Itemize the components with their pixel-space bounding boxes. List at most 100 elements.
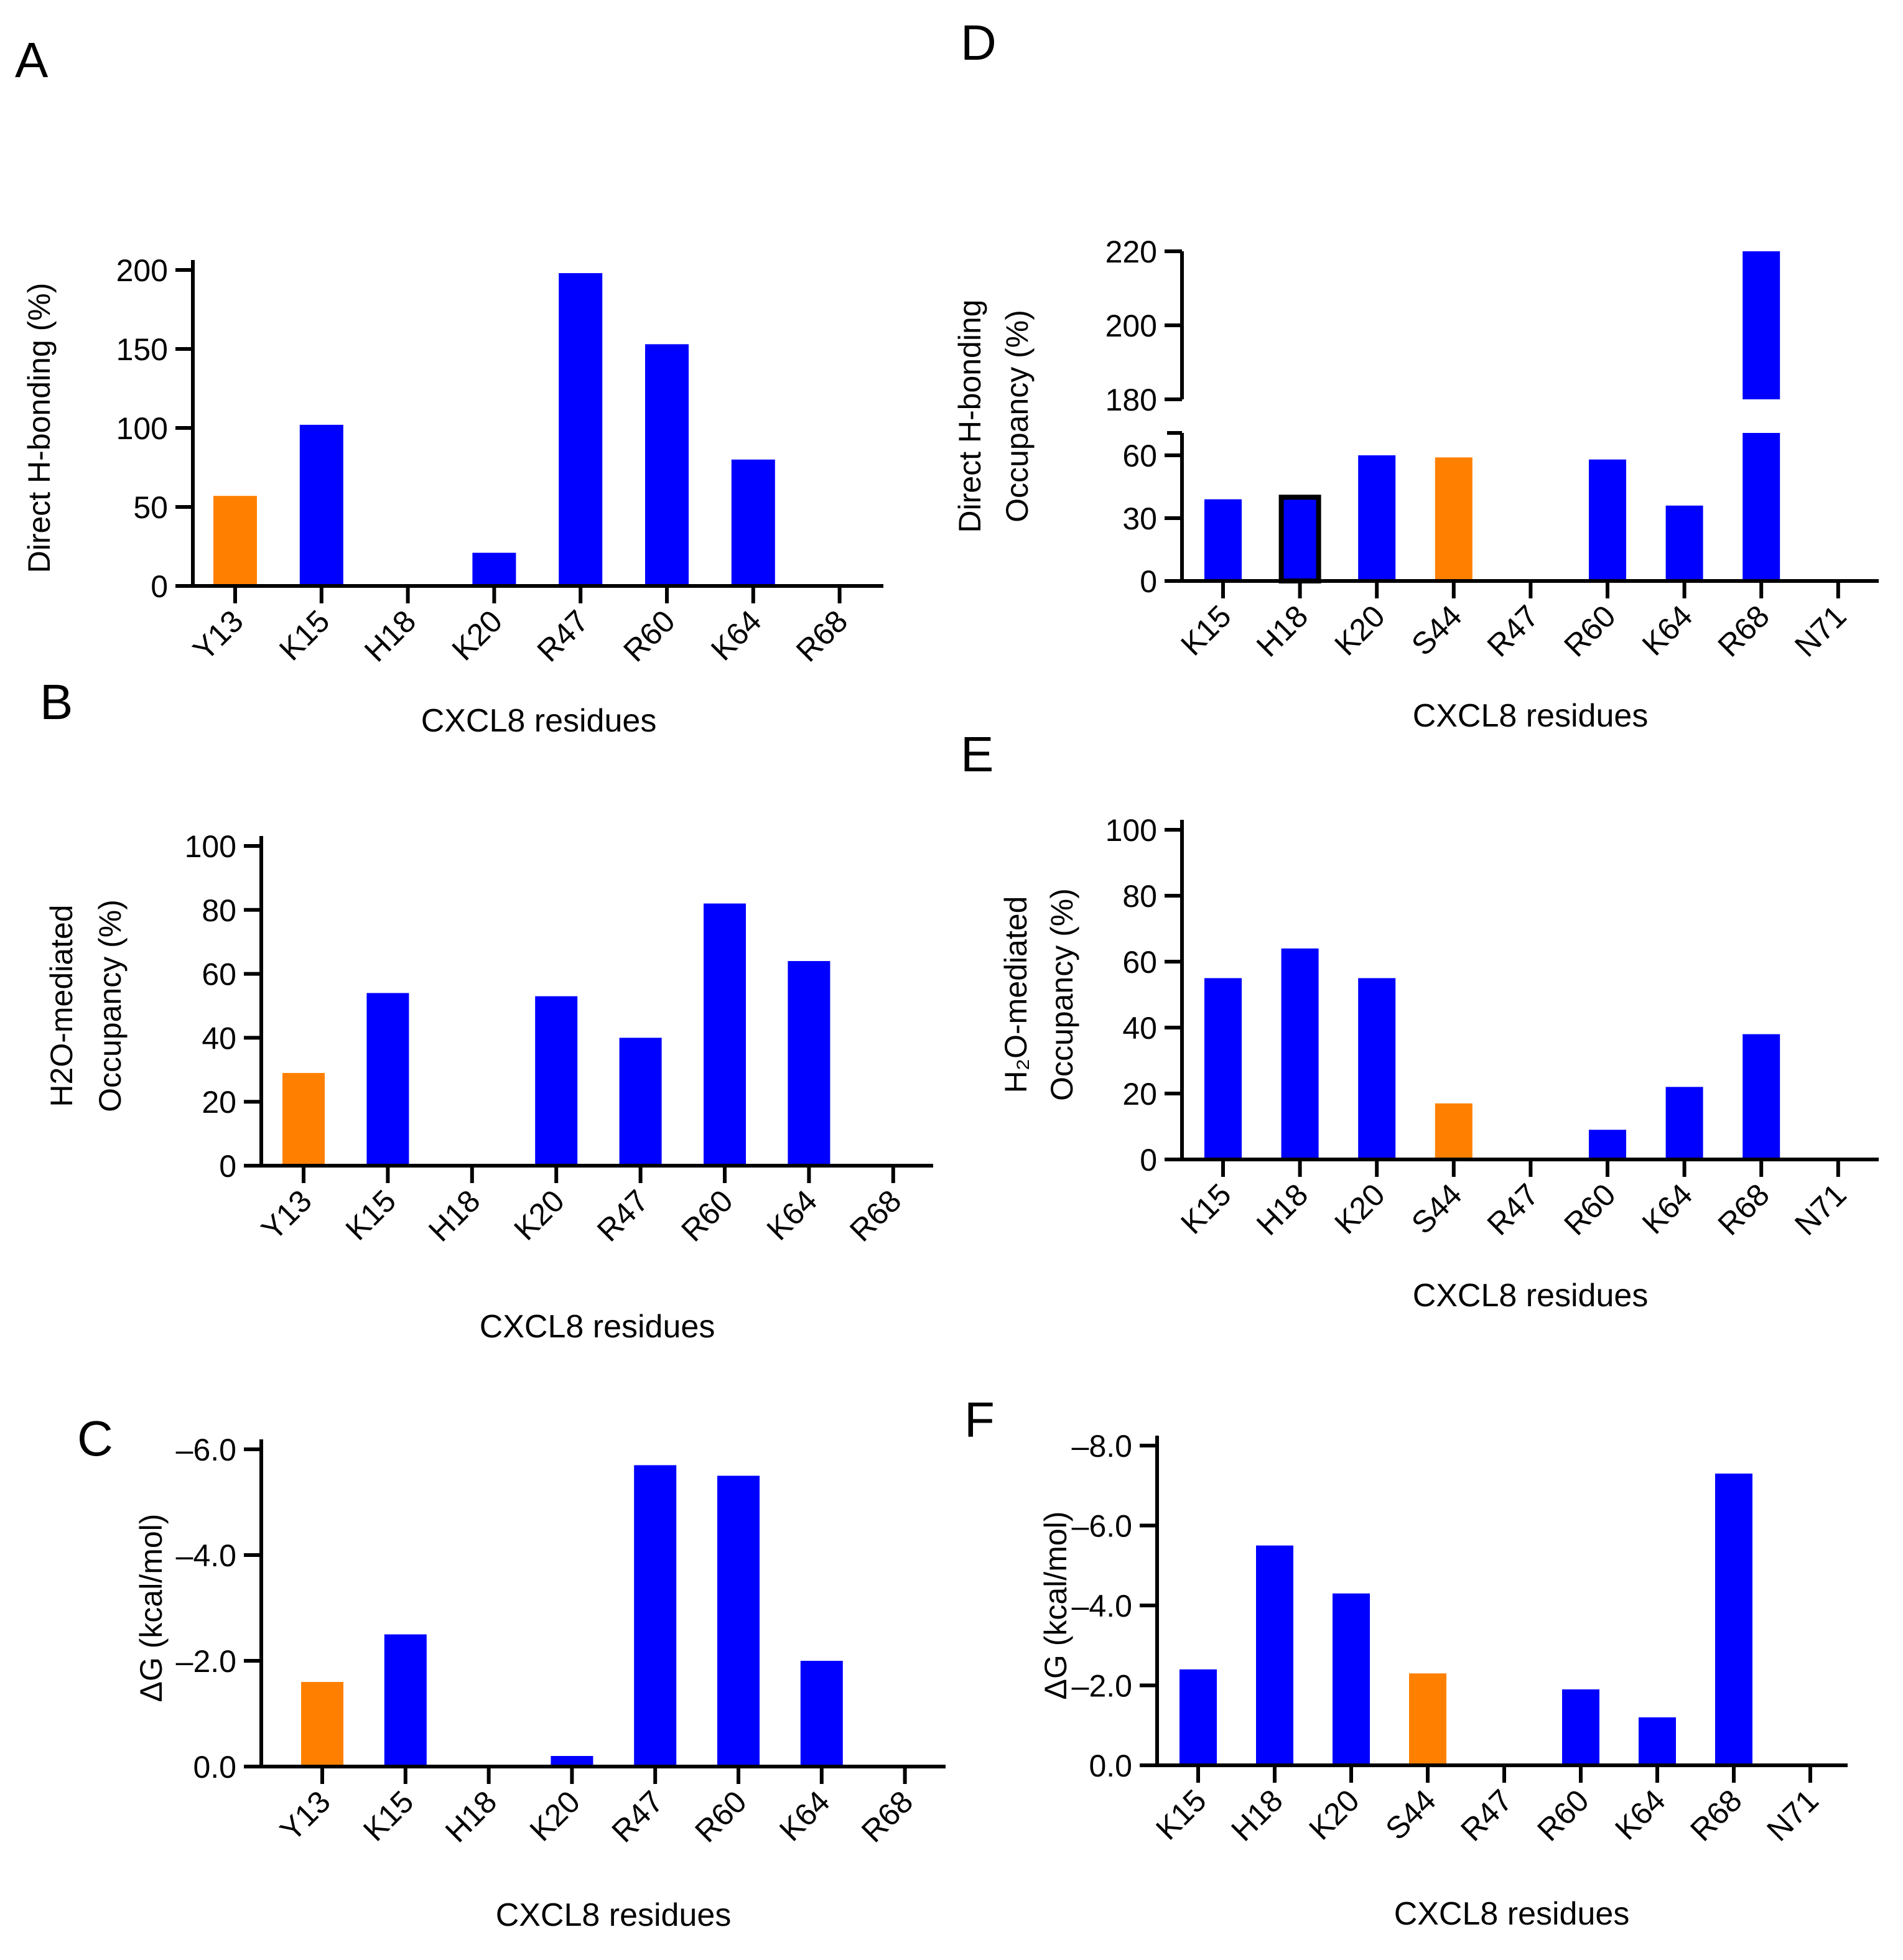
panel-c-x-tick-label: H18	[439, 1784, 503, 1849]
panel-b-x-tick-label: Y13	[254, 1183, 319, 1247]
panel-c-bar-k15	[384, 1634, 427, 1767]
panel-d-x-tick-label: R47	[1481, 598, 1545, 663]
panel-b-bar-y13	[282, 1072, 325, 1166]
panel-c-y-axis-label: ΔG (kcal/mol)	[134, 1514, 169, 1702]
panel-d-y-axis-label: Occupancy (%)	[1000, 310, 1035, 523]
panel-e-bar-k64	[1665, 1087, 1703, 1159]
panel-b-bar-k15	[366, 993, 409, 1166]
panel-e-bar-r60	[1589, 1130, 1626, 1159]
panel-a-x-axis-label: CXCL8 residues	[421, 703, 657, 739]
panel-d-bar-s44	[1435, 457, 1473, 581]
panel-f-x-tick-label: N71	[1760, 1783, 1825, 1847]
panel-f-letter: F	[964, 1392, 995, 1447]
panel-e-bar-h18	[1281, 948, 1319, 1159]
panel-b-y-tick-label: 100	[185, 829, 236, 864]
panel-f-y-tick-label: 0.0	[1089, 1749, 1132, 1783]
panel-d-bar-k64	[1665, 505, 1703, 581]
panel-d-bar-k15	[1204, 499, 1242, 581]
panel-e-x-tick-label: R68	[1711, 1177, 1776, 1242]
panel-d-y-tick-label: 0	[1140, 564, 1157, 599]
panel-f-bar-k20	[1333, 1593, 1370, 1765]
panel-a-bar-y13	[213, 496, 257, 586]
panel-b-x-tick-label: K64	[760, 1183, 824, 1247]
panel-a-x-tick-label: K15	[272, 603, 337, 667]
panel-b-y-axis-label: H2O-mediated	[44, 904, 79, 1107]
panel-a-bar-k20	[472, 552, 516, 586]
panel-e-y-tick-label: 100	[1105, 813, 1157, 848]
panel-f-y-tick-label: –2.0	[1072, 1669, 1132, 1704]
panel-c-y-tick-label: –6.0	[176, 1433, 236, 1467]
panel-a-x-tick-label: R60	[616, 603, 681, 668]
panel-d-x-tick-label: R68	[1711, 598, 1776, 663]
panel-c-y-tick-label: –2.0	[176, 1644, 236, 1679]
panel-c-x-tick-label: K20	[523, 1784, 587, 1848]
panel-f-x-tick-label: K64	[1608, 1783, 1672, 1847]
panel-e-x-axis-label: CXCL8 residues	[1413, 1278, 1649, 1314]
panel-e-y-tick-label: 40	[1122, 1011, 1157, 1046]
panel-e-x-tick-label: N71	[1788, 1177, 1853, 1242]
panel-a-x-tick-label: H18	[358, 603, 422, 668]
panel-f-bar-r60	[1562, 1689, 1599, 1765]
panel-b-y-tick-label: 20	[202, 1085, 236, 1120]
panel-c-bar-y13	[301, 1682, 343, 1767]
panel-b-x-tick-label: K20	[507, 1183, 571, 1247]
panel-c-x-tick-label: K64	[773, 1784, 837, 1848]
panel-f-bar-k64	[1639, 1717, 1676, 1765]
panel-a-x-tick-label: K20	[445, 603, 509, 667]
panel-d-letter: D	[961, 15, 997, 70]
panel-d-x-tick-label: H18	[1250, 598, 1314, 663]
panel-d-x-axis-label: CXCL8 residues	[1413, 698, 1649, 734]
panel-e-x-tick-label: R60	[1557, 1177, 1622, 1242]
panel-c-x-tick-label: R60	[688, 1784, 753, 1849]
panel-c-bar-k20	[551, 1756, 593, 1767]
panel-b-bar-r60	[704, 903, 746, 1166]
panel-f-y-tick-label: –6.0	[1072, 1509, 1132, 1544]
panel-a-y-tick-label: 0	[151, 569, 168, 604]
panel-e-x-tick-label: H18	[1250, 1177, 1314, 1242]
panel-b-bar-r47	[619, 1038, 662, 1166]
panel-e-y-axis-label: Occupancy (%)	[1045, 888, 1079, 1101]
panel-f-x-tick-label: H18	[1224, 1783, 1289, 1847]
panel-e-y-axis-label: H₂O-mediated	[998, 896, 1033, 1094]
panel-a-letter: A	[15, 32, 49, 88]
panel-b-x-tick-label: K15	[339, 1183, 403, 1247]
panel-c-letter: C	[77, 1411, 113, 1466]
panel-f-x-tick-label: K20	[1302, 1783, 1366, 1847]
panel-c-bar-r47	[634, 1465, 677, 1767]
panel-a-y-tick-label: 100	[116, 411, 168, 446]
panel-a-x-tick-label: K64	[704, 603, 768, 667]
panel-e-x-tick-label: K64	[1635, 1177, 1700, 1241]
panel-c-bar-k64	[800, 1661, 843, 1767]
panel-d-y-tick-label: 180	[1105, 383, 1157, 417]
panel-e-bar-k20	[1358, 978, 1396, 1159]
panel-d-bar-h18	[1278, 495, 1321, 583]
panel-d-y-tick-label: 30	[1122, 501, 1157, 536]
panel-b-x-tick-label: R47	[590, 1183, 655, 1248]
panel-a-y-axis-label: Direct H-bonding (%)	[22, 283, 57, 574]
panel-b-bar-k20	[535, 996, 578, 1166]
panel-b-x-axis-label: CXCL8 residues	[480, 1309, 715, 1345]
panel-f-bar-h18	[1256, 1545, 1293, 1765]
panel-f-bar-s44	[1409, 1673, 1446, 1765]
panel-e-letter: E	[961, 727, 993, 782]
panel-f-y-axis-label: ΔG (kcal/mol)	[1038, 1512, 1073, 1700]
panel-e-bar-r68	[1742, 1034, 1780, 1159]
panel-e-x-tick-label: R47	[1481, 1177, 1545, 1242]
panel-b-x-tick-label: R68	[843, 1183, 908, 1248]
panel-f-bar-k15	[1179, 1669, 1217, 1765]
panel-f-y-tick-label: –8.0	[1072, 1429, 1132, 1464]
panel-f-x-tick-label: R47	[1454, 1783, 1519, 1847]
panel-b-bar-k64	[788, 961, 831, 1166]
panel-d-bar-r68-upper	[1742, 251, 1780, 399]
panel-d-x-tick-label: K15	[1174, 598, 1238, 662]
panel-c-x-tick-label: Y13	[273, 1784, 337, 1848]
panel-e-y-tick-label: 60	[1122, 945, 1157, 980]
panel-c-y-tick-label: 0.0	[193, 1750, 236, 1785]
panel-a-y-tick-label: 50	[133, 490, 168, 525]
panel-b-y-tick-label: 40	[202, 1021, 236, 1056]
panel-a-bar-r47	[559, 273, 603, 586]
panel-e-x-tick-label: K20	[1328, 1177, 1392, 1241]
panel-b-y-axis-label: Occupancy (%)	[93, 899, 128, 1112]
panel-f-x-tick-label: S44	[1379, 1783, 1443, 1847]
